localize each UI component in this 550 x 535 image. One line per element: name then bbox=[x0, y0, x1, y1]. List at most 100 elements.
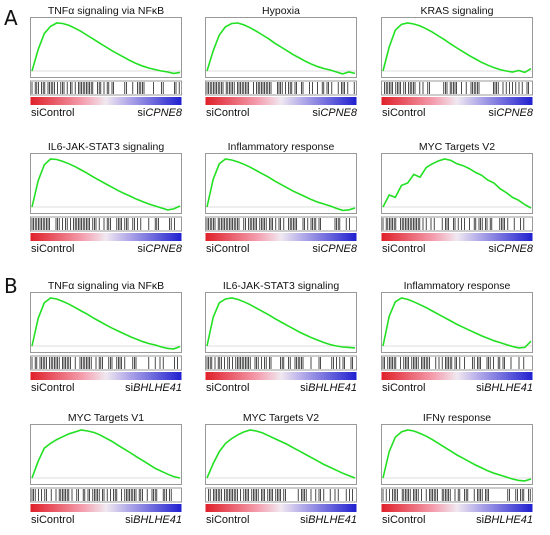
enrichment-curve bbox=[31, 22, 181, 75]
right-label-prefix: si bbox=[488, 243, 497, 255]
right-condition-label: siCPNE8 bbox=[312, 107, 357, 119]
right-label-prefix: si bbox=[476, 382, 485, 394]
gene-hit-lines bbox=[208, 489, 353, 501]
ranked-list-gradient bbox=[205, 372, 357, 380]
gsea-panel: IFNγ response siControl siBHLHE41 bbox=[381, 412, 533, 526]
right-label-prefix: si bbox=[125, 514, 134, 526]
right-label-prefix: si bbox=[312, 107, 321, 119]
left-condition-label: siControl bbox=[206, 514, 250, 526]
left-condition-label: siControl bbox=[382, 382, 426, 394]
enrichment-plot bbox=[205, 153, 357, 241]
ranked-list-gradient bbox=[30, 233, 182, 241]
plot-frame bbox=[205, 17, 357, 78]
enrichment-plot bbox=[30, 424, 182, 512]
gene-hit-lines bbox=[206, 218, 350, 230]
right-condition-label: siBHLHE41 bbox=[125, 514, 182, 526]
gene-hit-lines bbox=[382, 218, 525, 230]
right-condition-label: siBHLHE41 bbox=[300, 382, 357, 394]
gsea-panel: IL6-JAK-STAT3 signaling siControl siCPNE8 bbox=[30, 141, 182, 255]
section-label-a: A bbox=[4, 6, 18, 30]
hit-bar-frame bbox=[381, 216, 533, 232]
left-condition-label: siControl bbox=[206, 243, 250, 255]
right-condition-label: siCPNE8 bbox=[137, 243, 182, 255]
panel-title: IL6-JAK-STAT3 signaling bbox=[47, 141, 165, 153]
plot-frame bbox=[30, 424, 182, 485]
enrichment-plot bbox=[381, 153, 533, 241]
gsea-panel: KRAS signaling siControl siCPNE8 bbox=[381, 5, 533, 119]
gene-hit-lines bbox=[206, 357, 353, 369]
plot-frame bbox=[205, 424, 357, 485]
ranked-list-gradient bbox=[381, 504, 533, 512]
panel-title: IFNγ response bbox=[422, 412, 492, 424]
gsea-panel: TNFα signaling via NFκB siControl siBHLHE4… bbox=[30, 280, 182, 394]
panel-title: IL6-JAK-STAT3 signaling bbox=[222, 280, 340, 292]
enrichment-curve bbox=[206, 429, 356, 479]
gene-hit-lines bbox=[31, 218, 175, 230]
right-label-gene: CPNE8 bbox=[496, 243, 533, 255]
plot-frame bbox=[381, 292, 533, 353]
ranked-list-gradient bbox=[30, 504, 182, 512]
plot-frame bbox=[205, 292, 357, 353]
enrichment-plot bbox=[30, 153, 182, 241]
hit-bar-frame bbox=[30, 80, 182, 96]
section-label-b: B bbox=[4, 274, 18, 298]
gsea-panel: Inflammatory response siControl siCPNE8 bbox=[205, 141, 357, 255]
left-condition-label: siControl bbox=[382, 107, 426, 119]
enrichment-plot bbox=[381, 17, 533, 105]
left-condition-label: siControl bbox=[31, 243, 75, 255]
enrichment-plot bbox=[30, 292, 182, 380]
gene-hit-lines bbox=[382, 489, 531, 501]
gene-hit-lines bbox=[384, 82, 529, 94]
hit-bar-frame bbox=[30, 355, 182, 371]
right-label-gene: BHLHE41 bbox=[484, 514, 533, 526]
panel-title: MYC Targets V2 bbox=[242, 412, 320, 424]
gsea-panel: Hypoxia siControl siCPNE8 bbox=[205, 5, 357, 119]
ranked-list-gradient bbox=[205, 233, 357, 241]
right-condition-label: siCPNE8 bbox=[488, 243, 533, 255]
panel-title: KRAS signaling bbox=[420, 5, 494, 17]
enrichment-curve bbox=[31, 297, 181, 350]
hit-bar-frame bbox=[381, 355, 533, 371]
enrichment-curve bbox=[382, 158, 532, 209]
right-label-gene: BHLHE41 bbox=[308, 514, 357, 526]
plot-frame bbox=[30, 153, 182, 214]
hit-bar-frame bbox=[381, 487, 533, 503]
right-label-prefix: si bbox=[300, 382, 309, 394]
left-condition-label: siControl bbox=[31, 107, 75, 119]
enrichment-plot bbox=[381, 424, 533, 512]
gsea-panel: MYC Targets V2 siControl siCPNE8 bbox=[381, 141, 533, 255]
panel-title: MYC Targets V2 bbox=[418, 141, 496, 153]
right-label-prefix: si bbox=[488, 107, 497, 119]
enrichment-curve bbox=[206, 297, 356, 349]
left-condition-label: siControl bbox=[31, 514, 75, 526]
right-label-gene: CPNE8 bbox=[145, 107, 182, 119]
gene-hit-lines bbox=[206, 82, 355, 94]
right-label-gene: BHLHE41 bbox=[133, 382, 182, 394]
gsea-panel: Inflammatory response siControl siBHLHE41 bbox=[381, 280, 533, 394]
ranked-list-gradient bbox=[30, 372, 182, 380]
right-label-gene: CPNE8 bbox=[496, 107, 533, 119]
right-label-prefix: si bbox=[300, 514, 309, 526]
right-label-gene: BHLHE41 bbox=[484, 382, 533, 394]
left-condition-label: siControl bbox=[382, 514, 426, 526]
hit-bar-frame bbox=[30, 216, 182, 232]
gsea-panel: MYC Targets V2 siControl siBHLHE41 bbox=[205, 412, 357, 526]
panel-title: Inflammatory response bbox=[403, 280, 511, 292]
gsea-panel: MYC Targets V1 siControl siBHLHE41 bbox=[30, 412, 182, 526]
right-label-prefix: si bbox=[476, 514, 485, 526]
right-label-prefix: si bbox=[312, 243, 321, 255]
left-condition-label: siControl bbox=[206, 382, 250, 394]
left-condition-label: siControl bbox=[382, 243, 426, 255]
gene-hit-lines bbox=[382, 357, 525, 369]
enrichment-curve bbox=[382, 22, 532, 74]
enrichment-plot bbox=[381, 292, 533, 380]
plot-frame bbox=[381, 153, 533, 214]
enrichment-curve bbox=[206, 22, 356, 75]
panel-title: MYC Targets V1 bbox=[67, 412, 145, 424]
gsea-panel: TNFα signaling via NFκB siControl siCPNE8 bbox=[30, 5, 182, 119]
enrichment-curve bbox=[382, 429, 532, 482]
right-label-gene: BHLHE41 bbox=[308, 382, 357, 394]
panel-title: Hypoxia bbox=[262, 5, 300, 17]
right-label-prefix: si bbox=[125, 382, 134, 394]
right-label-prefix: si bbox=[137, 243, 146, 255]
